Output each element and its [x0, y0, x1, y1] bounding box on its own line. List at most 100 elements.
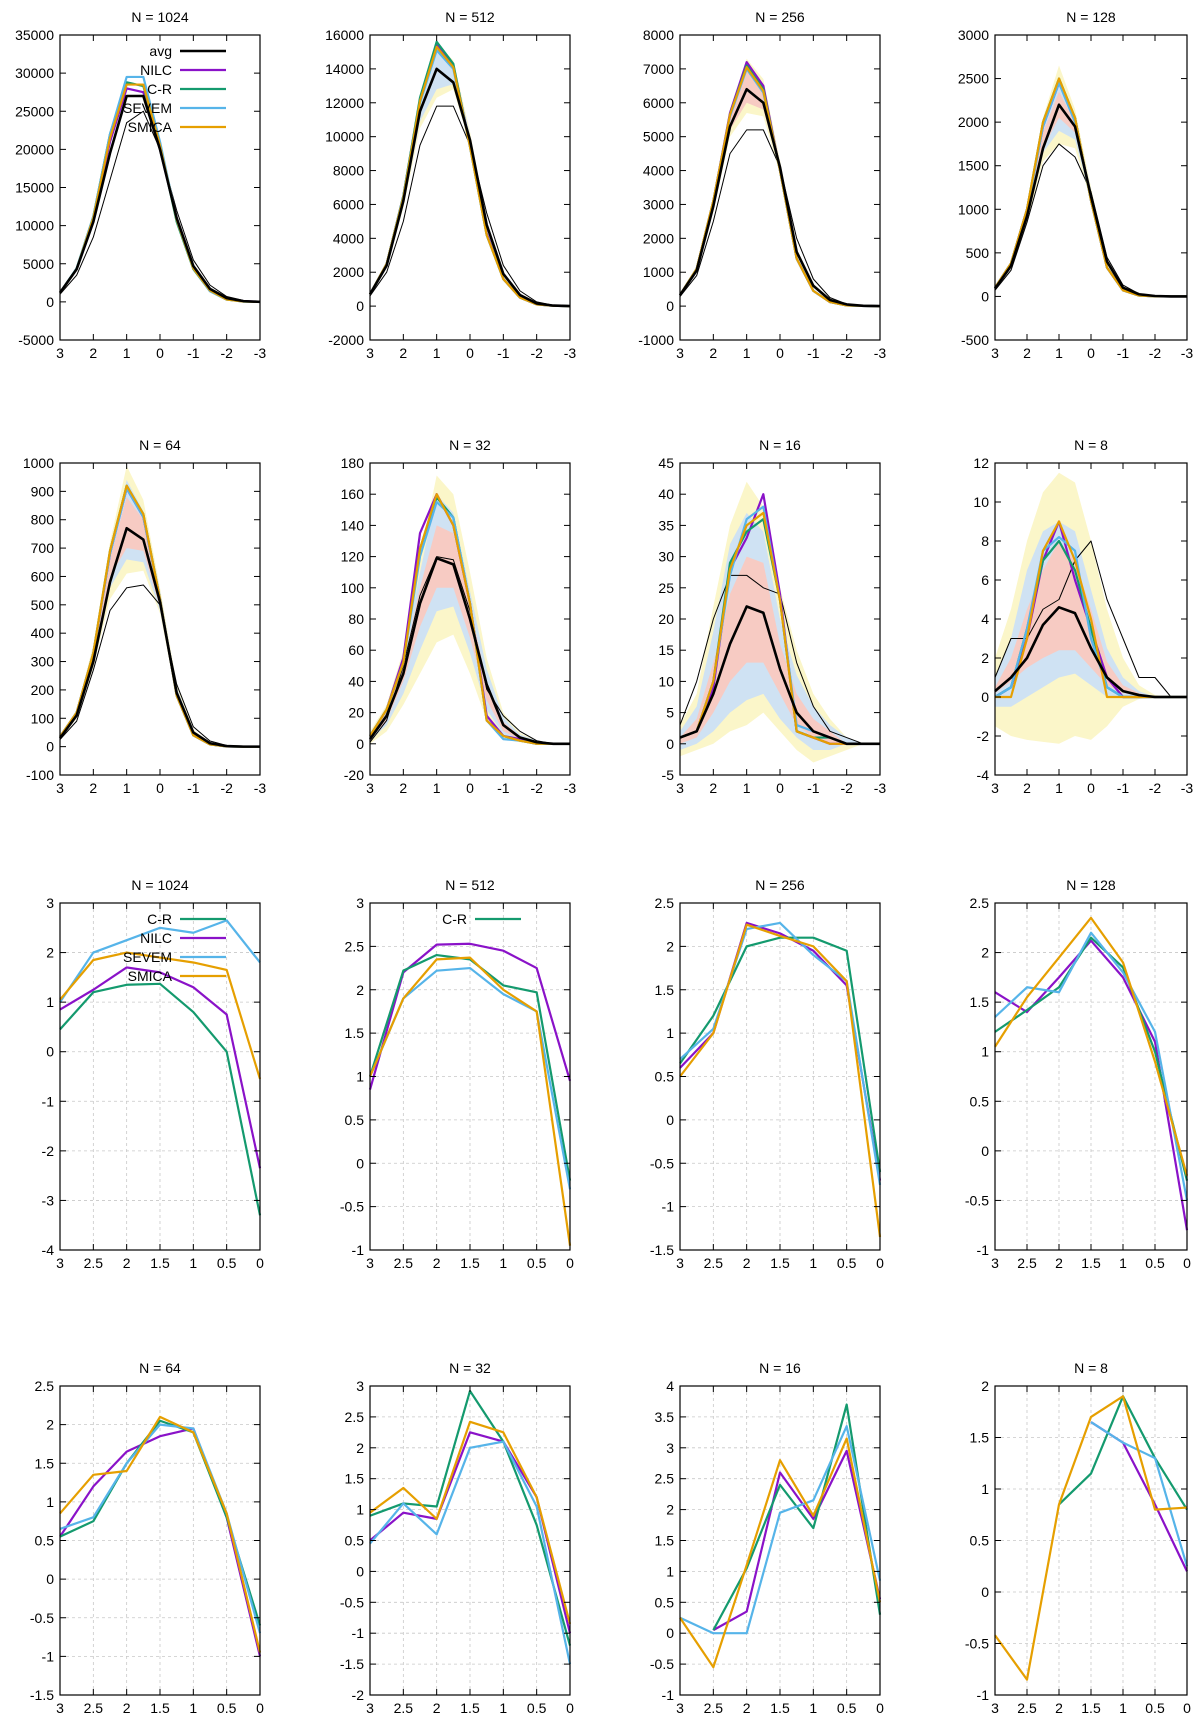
y-tick-label: 10: [973, 494, 989, 510]
chart-panel-d1: 3 2.5 2 1.5 1 0.5 0 -1.5 -1 -0.5 0 0.5 1 1.5 2 2.5 N = 6…: [30, 1360, 264, 1713]
y-tick-label: 25: [658, 580, 674, 596]
y-tick-label: -1: [42, 1648, 55, 1664]
series-line-c-r: [994, 936, 1189, 1181]
y-tick-label: -5: [662, 767, 675, 783]
y-tick-label: 2000: [958, 114, 989, 130]
y-tick-label: -2: [352, 1687, 365, 1703]
y-tick-label: 1.5: [655, 982, 675, 998]
series-line-nilc: [679, 921, 882, 1181]
series-line-nilc: [994, 939, 1189, 1231]
y-tick-label: -1: [352, 1625, 365, 1641]
y-tick-label: 2: [666, 938, 674, 954]
series-line-c-r: [679, 936, 882, 1173]
y-tick-label: 0: [981, 1584, 989, 1600]
y-tick-label: 100: [31, 710, 55, 726]
band-yellow: [370, 43, 570, 307]
x-tick-label: -1: [497, 345, 510, 361]
series-line-sevem: [679, 67, 881, 308]
y-tick-label: 1: [981, 1481, 989, 1497]
x-tick-label: 1: [1055, 780, 1063, 796]
y-tick-label: -0.5: [650, 1656, 674, 1672]
y-tick-label: 2.5: [655, 1471, 675, 1487]
series-line-avg: [679, 605, 880, 746]
series-line-c-r: [712, 1403, 882, 1631]
y-tick-label: 8000: [643, 27, 674, 43]
x-tick-label: 3: [56, 1700, 64, 1713]
series-line-nilc: [369, 44, 571, 308]
y-tick-label: 0: [46, 1571, 54, 1587]
x-tick-label: 3: [676, 1255, 684, 1271]
y-tick-label: 25000: [15, 103, 54, 119]
x-tick-label: 0.5: [217, 1255, 237, 1271]
y-tick-label: 180: [341, 455, 365, 471]
series-line-c-r: [59, 982, 262, 1216]
y-tick-label: 3000: [643, 196, 674, 212]
band-red: [680, 556, 880, 744]
y-tick-label: 3: [356, 895, 364, 911]
y-tick-label: -0.5: [965, 1192, 989, 1208]
y-tick-label: 1.5: [655, 1533, 675, 1549]
y-tick-label: 0: [666, 1112, 674, 1128]
chart-panel-c3: 3 2.5 2 1.5 1 0.5 0 -1.5 -1 -0.5 0 0.5 1 1.5 2 2.5 N = 2…: [650, 877, 884, 1271]
series-line-sevem: [679, 1425, 882, 1635]
x-tick-label: 2: [89, 780, 97, 796]
x-tick-label: 1: [189, 1255, 197, 1271]
y-tick-label: 2.5: [655, 895, 675, 911]
x-tick-label: 0.5: [527, 1700, 547, 1713]
chart-title: N = 512: [445, 9, 495, 25]
y-tick-label: 0: [981, 1143, 989, 1159]
y-tick-label: 0: [666, 1625, 674, 1641]
chart-panel-a1: 3 2 1 0 -1 -2 -3 -5000 0 5000 10000 15000 20000 25000…: [15, 9, 266, 361]
plot-frame: [679, 34, 881, 341]
series-line-avg: [58, 526, 260, 748]
y-tick-label: 8000: [333, 163, 364, 179]
x-tick-label: 1.5: [460, 1255, 480, 1271]
x-tick-label: -3: [564, 780, 577, 796]
y-tick-label: 6000: [333, 196, 364, 212]
x-tick-label: 2: [1023, 780, 1031, 796]
x-tick-label: 2.5: [394, 1700, 414, 1713]
y-tick-label: 10: [658, 673, 674, 689]
x-tick-label: 3: [991, 1700, 999, 1713]
y-tick-label: 120: [341, 549, 365, 565]
y-tick-label: 0.5: [655, 1594, 675, 1610]
x-tick-label: 0: [466, 780, 474, 796]
y-tick-label: -100: [26, 767, 54, 783]
x-tick-label: 2.5: [1017, 1255, 1037, 1271]
y-tick-label: 12000: [325, 95, 364, 111]
x-tick-label: 0.5: [837, 1700, 857, 1713]
y-tick-label: 600: [31, 568, 55, 584]
x-tick-label: -2: [1149, 345, 1162, 361]
series-line-sevem: [1090, 1421, 1189, 1567]
y-tick-label: -0.5: [340, 1594, 364, 1610]
chart-panel-a4: 3 2 1 0 -1 -2 -3 -500 0 500 1000 1500 2000 2500 3000 N …: [958, 9, 1194, 361]
x-tick-label: 0: [1087, 345, 1095, 361]
x-tick-label: 1.5: [460, 1700, 480, 1713]
y-tick-label: -1: [977, 1687, 990, 1703]
y-tick-label: 5: [666, 705, 674, 721]
x-tick-label: 2: [433, 1700, 441, 1713]
y-tick-label: 1000: [643, 264, 674, 280]
y-tick-label: 400: [31, 625, 55, 641]
series-line-nilc: [712, 1449, 882, 1632]
y-tick-label: 500: [31, 597, 55, 613]
chart-title: N = 1024: [131, 877, 188, 893]
legend-label-nilc: NILC: [140, 930, 172, 946]
series-line-c-r: [369, 40, 571, 308]
y-tick-label: 4000: [643, 163, 674, 179]
y-tick-label: 2: [981, 650, 989, 666]
y-tick-label: -4: [977, 767, 990, 783]
legend-label-avg: avg: [149, 43, 172, 59]
x-tick-label: 0.5: [1145, 1700, 1165, 1713]
x-tick-label: 3: [991, 1255, 999, 1271]
y-tick-label: 0.5: [970, 1533, 990, 1549]
series-line-sevem: [59, 487, 260, 748]
x-tick-label: 2: [399, 345, 407, 361]
x-tick-label: 3: [56, 780, 64, 796]
series-line-smica: [59, 951, 262, 1080]
chart-title: N = 64: [139, 437, 181, 453]
y-tick-label: 0: [46, 739, 54, 755]
y-tick-label: 3.5: [655, 1409, 675, 1425]
y-tick-label: 80: [348, 611, 364, 627]
x-tick-label: 0: [156, 345, 164, 361]
